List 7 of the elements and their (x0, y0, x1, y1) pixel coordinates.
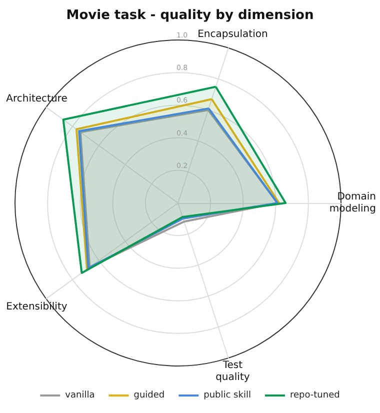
legend-label: guided (134, 390, 165, 400)
legend-label: vanilla (65, 390, 95, 400)
chart-title: Movie task - quality by dimension (66, 8, 314, 23)
legend-label: repo-tuned (290, 390, 340, 400)
spoke-label: Encapsulation (198, 29, 268, 40)
spoke-label: Test quality (216, 360, 250, 383)
legend-label: public skill (204, 390, 251, 400)
